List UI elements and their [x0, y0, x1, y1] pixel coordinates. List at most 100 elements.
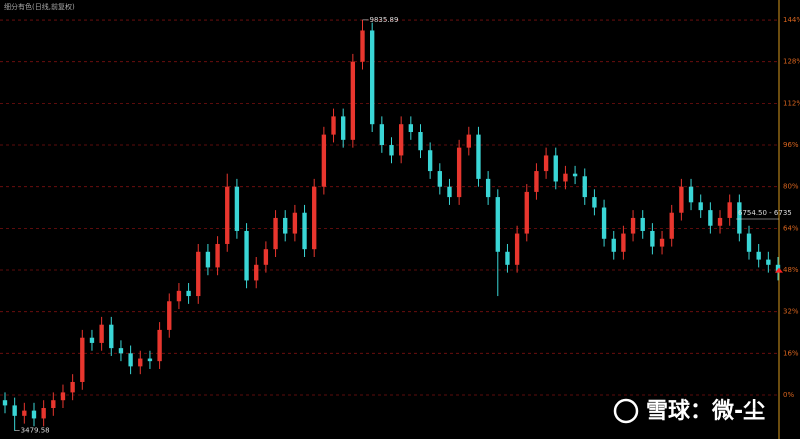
candle-body	[766, 259, 771, 265]
candle-body	[524, 191, 529, 234]
candle-body	[12, 405, 17, 416]
candle-body	[534, 171, 539, 192]
candle-body	[727, 202, 732, 218]
candle-body	[60, 392, 66, 401]
candle-body	[611, 238, 616, 252]
last-price-marker	[775, 267, 783, 273]
candle-body	[244, 230, 249, 281]
candle-body	[775, 264, 781, 273]
high-label: 9835.89	[370, 16, 399, 24]
y-tick-label: 64%	[783, 224, 799, 232]
candle-body	[109, 324, 114, 349]
candle-body	[254, 264, 259, 281]
candle-body	[679, 186, 684, 213]
candle-body	[234, 186, 240, 231]
candle-body	[370, 30, 375, 125]
candle-body	[485, 178, 491, 198]
candle-body	[553, 155, 558, 182]
candle-body	[70, 381, 75, 393]
candle-body	[476, 134, 481, 179]
candle-body	[601, 207, 607, 239]
candle-body	[302, 212, 307, 250]
candle-body	[138, 358, 143, 367]
candle-body	[640, 217, 645, 231]
candle-body	[312, 186, 317, 250]
candle-body	[514, 233, 520, 265]
candle-body	[379, 124, 385, 146]
candle-body	[51, 400, 56, 409]
watermark: 雪球：微-尘	[613, 398, 765, 424]
candle-body	[543, 155, 549, 172]
candle-body	[321, 134, 327, 187]
candle-body	[717, 217, 723, 226]
candle-body	[495, 197, 500, 252]
candle-body	[708, 210, 713, 226]
candle-body	[331, 116, 336, 135]
low-label: 3479.58	[21, 427, 50, 435]
candle-body	[389, 145, 394, 156]
watermark-text: 雪球：微-尘	[646, 398, 765, 424]
y-tick-label: 32%	[783, 308, 799, 316]
candle-body	[89, 337, 95, 343]
candle-body	[215, 243, 220, 268]
y-tick-label: 16%	[783, 349, 799, 357]
candle-body	[128, 353, 133, 367]
candle-body	[505, 251, 510, 265]
candle-body	[756, 251, 761, 260]
candle-body	[447, 186, 452, 198]
chart-title: 细分有色(日线,前复权)	[4, 2, 75, 11]
candle-body	[746, 233, 752, 252]
candle-body	[466, 134, 471, 148]
candle-body	[263, 249, 269, 265]
y-tick-label: 128%	[783, 58, 800, 66]
candle-body	[350, 61, 356, 140]
candle-body	[186, 290, 191, 297]
candle-body	[427, 150, 433, 172]
candle-body	[41, 408, 46, 419]
candle-body	[572, 173, 578, 177]
candle-body	[273, 217, 278, 250]
y-tick-label: 96%	[783, 141, 799, 149]
candle-body	[398, 124, 404, 156]
candle-body	[283, 217, 288, 234]
candle-body	[650, 230, 655, 247]
candle-body	[659, 238, 665, 247]
candle-body	[118, 348, 124, 354]
y-tick-label: 144%	[783, 16, 800, 24]
candle-body	[292, 212, 298, 234]
candle-body	[167, 301, 172, 330]
candle-body	[669, 212, 674, 239]
candle-body	[22, 410, 27, 416]
candle-body	[176, 290, 182, 302]
candle-body	[225, 186, 230, 244]
candle-body	[698, 202, 703, 211]
candle-body	[582, 176, 587, 198]
candle-body	[157, 329, 162, 362]
candle-body	[99, 324, 104, 343]
plot-area: 0% 16% 32% 48% 64% 80% 96% 112% 128% 144% 9835.89 3…	[0, 16, 800, 435]
candle-body	[205, 251, 211, 268]
candle-body	[80, 337, 85, 382]
candle-body	[2, 400, 8, 406]
candle-body	[737, 202, 742, 234]
candle-body	[341, 116, 346, 140]
candle-body	[563, 173, 568, 182]
candle-body	[196, 251, 201, 297]
candle-body	[418, 132, 423, 151]
candle-body	[360, 30, 365, 62]
candle-body	[408, 124, 413, 133]
candle-body	[437, 171, 442, 187]
y-tick-label: 80%	[783, 183, 799, 191]
candle-body	[630, 217, 636, 234]
candle-body	[456, 147, 462, 198]
candle-body	[688, 186, 694, 203]
y-tick-label: 48%	[783, 266, 799, 274]
y-tick-label: 112%	[783, 99, 800, 107]
candle-body	[592, 197, 597, 208]
candle-body	[147, 358, 153, 362]
watermark-logo	[613, 398, 639, 424]
candle-body	[31, 410, 37, 419]
last-price-label: 6754.50 - 6735	[738, 209, 792, 217]
